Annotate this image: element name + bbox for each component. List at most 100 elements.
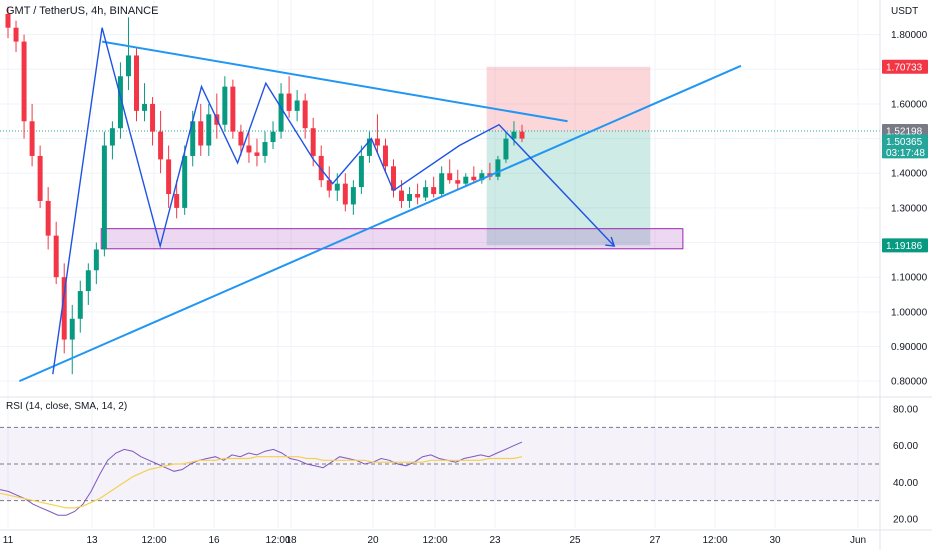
candle-body — [262, 142, 268, 156]
candle-body — [423, 187, 429, 198]
candle-body — [447, 173, 453, 181]
price-tick-label: 1.10000 — [891, 273, 928, 284]
time-tick-label: 20 — [367, 535, 379, 546]
rsi-line — [0, 441, 523, 516]
price-label-text: 1.52198 — [886, 126, 923, 137]
price-label-text: 1.50365 — [886, 137, 923, 148]
rsi-ma-line — [0, 456, 523, 509]
candle-body — [302, 100, 308, 129]
price-tick-label: 1.00000 — [891, 307, 928, 318]
position-boxes — [0, 66, 880, 250]
candle-body — [45, 200, 51, 236]
candle-body — [158, 131, 164, 160]
candle-body — [455, 180, 461, 184]
candle-body — [37, 155, 43, 201]
candle-body — [342, 183, 348, 205]
candle-body — [29, 121, 35, 156]
candle-body — [503, 138, 509, 160]
candle-body — [150, 103, 156, 132]
price-label-text: 1.19186 — [886, 241, 923, 252]
time-tick-label: Jun — [850, 535, 866, 546]
stop-loss-zone — [486, 66, 651, 131]
price-tick-label: 1.80000 — [891, 30, 928, 41]
candle-body — [374, 138, 380, 146]
candle-body — [254, 152, 260, 156]
candle-layer — [5, 6, 525, 375]
candle-body — [310, 128, 316, 156]
candle-body — [53, 235, 59, 278]
arrow-head — [605, 236, 616, 247]
candle-body — [109, 128, 115, 146]
candle-body — [415, 194, 421, 198]
candle-body — [13, 27, 19, 42]
candle-body — [206, 114, 212, 146]
candle-body — [358, 155, 364, 188]
candle-body — [270, 131, 276, 143]
candle-body — [350, 187, 356, 205]
candle-body — [142, 103, 148, 111]
time-tick-label: 16 — [208, 535, 220, 546]
time-tick-label: 12:00 — [422, 535, 447, 546]
rsi-layer — [0, 426, 880, 516]
candle-body — [246, 145, 252, 153]
candle-body — [278, 93, 284, 132]
candle-body — [495, 159, 501, 177]
candle-body — [439, 173, 445, 195]
candle-body — [431, 187, 437, 195]
candle-body — [519, 131, 525, 139]
candle-body — [198, 121, 204, 146]
rsi-band-background — [0, 427, 880, 501]
candle-body — [334, 183, 340, 191]
candle-body — [366, 138, 372, 156]
candle-body — [511, 131, 517, 139]
candle-body — [125, 55, 131, 77]
candle-body — [101, 145, 107, 250]
time-tick-label: 12:00 — [141, 535, 166, 546]
candle-body — [407, 194, 413, 201]
drawing-layer — [18, 27, 742, 383]
time-tick-label: 12:00 — [702, 535, 727, 546]
candle-body — [326, 180, 332, 191]
candle-body — [391, 166, 396, 191]
candle-body — [294, 100, 300, 111]
candle-body — [382, 145, 388, 167]
candle-body — [117, 76, 123, 129]
candle-body — [5, 13, 11, 28]
candle-body — [134, 55, 139, 111]
price-label-badge — [882, 59, 928, 74]
triangle-lower-line — [18, 64, 742, 383]
time-tick-label: 23 — [489, 535, 501, 546]
candle-body — [230, 86, 236, 132]
rsi-tick-label: 40.00 — [893, 478, 918, 489]
chart-title: GMT / TetherUS, 4h, BINANCE — [6, 5, 159, 17]
price-tick-label: 0.90000 — [891, 342, 928, 353]
time-tick-label: 30 — [769, 535, 781, 546]
rsi-tick-label: 20.00 — [893, 514, 918, 525]
candle-body — [61, 277, 67, 340]
time-tick-label: 18 — [285, 535, 297, 546]
candle-body — [286, 93, 292, 111]
candle-body — [471, 176, 477, 181]
price-label-badge — [882, 238, 928, 253]
candle-body — [318, 155, 324, 181]
time-tick-label: 13 — [86, 535, 98, 546]
take-profit-zone — [486, 130, 651, 246]
time-tick-label: 11 — [3, 535, 14, 546]
price-tick-label: 1.30000 — [891, 203, 928, 214]
price-label-badge — [882, 134, 928, 159]
candle-body — [479, 173, 485, 181]
candle-body — [238, 131, 244, 146]
candle-body — [222, 86, 228, 125]
triangle-upper-line — [101, 40, 568, 123]
rsi-tick-label: 60.00 — [893, 441, 918, 452]
candle-body — [69, 318, 75, 340]
candle-body — [190, 121, 196, 156]
candle-body — [166, 159, 172, 195]
candle-body — [85, 270, 91, 292]
time-tick-label: 12:00 — [265, 535, 290, 546]
zigzag-pattern — [52, 27, 615, 375]
candle-body — [182, 155, 188, 208]
